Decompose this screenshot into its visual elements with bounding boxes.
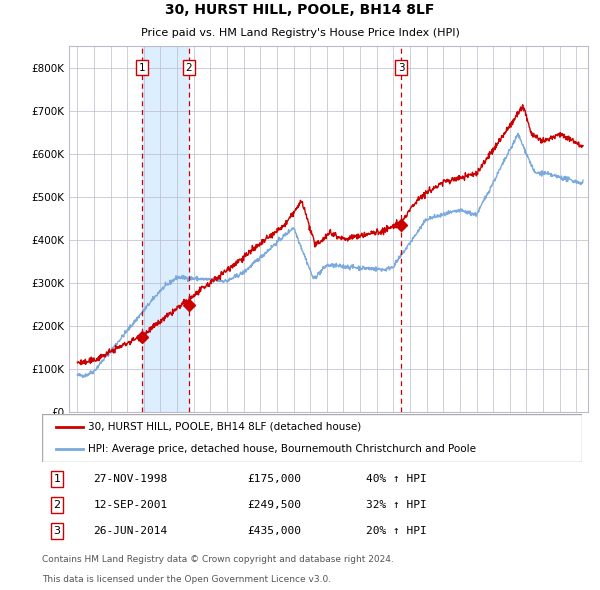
Text: 3: 3 xyxy=(53,526,61,536)
Text: 27-NOV-1998: 27-NOV-1998 xyxy=(94,474,167,484)
Text: 20% ↑ HPI: 20% ↑ HPI xyxy=(366,526,427,536)
Text: 32% ↑ HPI: 32% ↑ HPI xyxy=(366,500,427,510)
Text: 30, HURST HILL, POOLE, BH14 8LF: 30, HURST HILL, POOLE, BH14 8LF xyxy=(166,3,434,17)
Text: 3: 3 xyxy=(398,63,404,73)
Text: 26-JUN-2014: 26-JUN-2014 xyxy=(94,526,167,536)
Text: 2: 2 xyxy=(185,63,192,73)
Text: 12-SEP-2001: 12-SEP-2001 xyxy=(94,500,167,510)
FancyBboxPatch shape xyxy=(42,414,582,462)
Text: Price paid vs. HM Land Registry's House Price Index (HPI): Price paid vs. HM Land Registry's House … xyxy=(140,28,460,38)
Text: 1: 1 xyxy=(53,474,61,484)
Text: £175,000: £175,000 xyxy=(247,474,301,484)
Text: 30, HURST HILL, POOLE, BH14 8LF (detached house): 30, HURST HILL, POOLE, BH14 8LF (detache… xyxy=(88,422,361,432)
Text: £249,500: £249,500 xyxy=(247,500,301,510)
Text: Contains HM Land Registry data © Crown copyright and database right 2024.: Contains HM Land Registry data © Crown c… xyxy=(42,555,394,564)
Text: HPI: Average price, detached house, Bournemouth Christchurch and Poole: HPI: Average price, detached house, Bour… xyxy=(88,444,476,454)
Bar xyxy=(142,46,189,412)
Text: 1: 1 xyxy=(139,63,146,73)
Text: 40% ↑ HPI: 40% ↑ HPI xyxy=(366,474,427,484)
Text: £435,000: £435,000 xyxy=(247,526,301,536)
Text: 2: 2 xyxy=(53,500,61,510)
Text: This data is licensed under the Open Government Licence v3.0.: This data is licensed under the Open Gov… xyxy=(42,575,331,585)
